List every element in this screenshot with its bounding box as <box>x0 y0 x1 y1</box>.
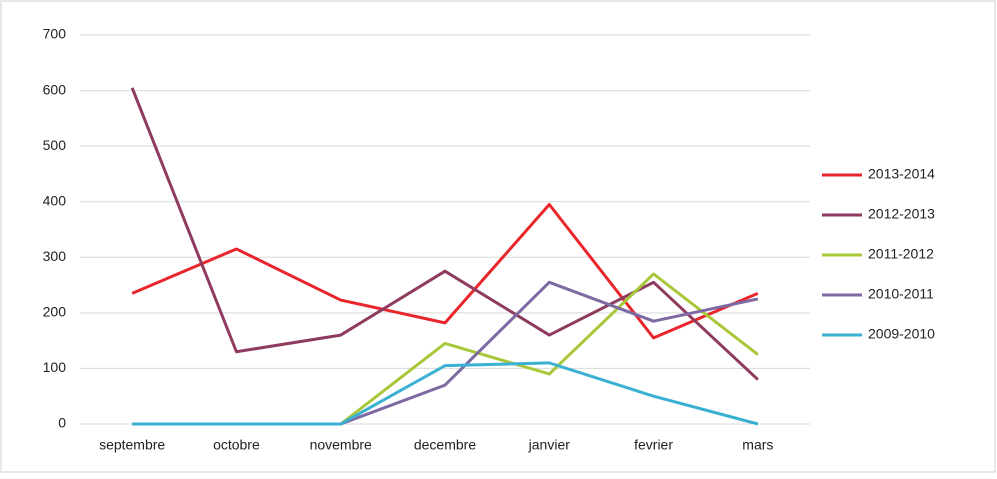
y-tick-label: 400 <box>43 192 67 208</box>
y-tick-label: 200 <box>43 304 67 320</box>
y-tick-label: 100 <box>43 359 67 375</box>
x-tick-label: mars <box>742 437 773 453</box>
series-line <box>131 202 759 340</box>
y-tick-label: 600 <box>43 81 67 97</box>
x-tick-label: novembre <box>310 437 372 453</box>
series-line <box>132 361 759 426</box>
x-tick-label: fevrier <box>634 437 673 453</box>
x-tick-label: septembre <box>99 437 165 453</box>
legend-label: 2013-2014 <box>868 166 935 182</box>
x-tick-label: octobre <box>213 437 260 453</box>
legend-label: 2012-2013 <box>868 206 935 222</box>
y-tick-label: 300 <box>43 248 67 264</box>
x-tick-label: decembre <box>414 437 476 453</box>
y-tick-label: 700 <box>43 26 67 42</box>
y-tick-label: 500 <box>43 137 67 153</box>
legend-label: 2011-2012 <box>868 246 934 262</box>
series-line <box>130 87 759 381</box>
y-tick-label: 0 <box>58 415 66 431</box>
legend-label: 2010-2011 <box>868 286 934 302</box>
legend-label: 2009-2010 <box>868 326 935 342</box>
x-tick-label: janvier <box>528 437 571 453</box>
